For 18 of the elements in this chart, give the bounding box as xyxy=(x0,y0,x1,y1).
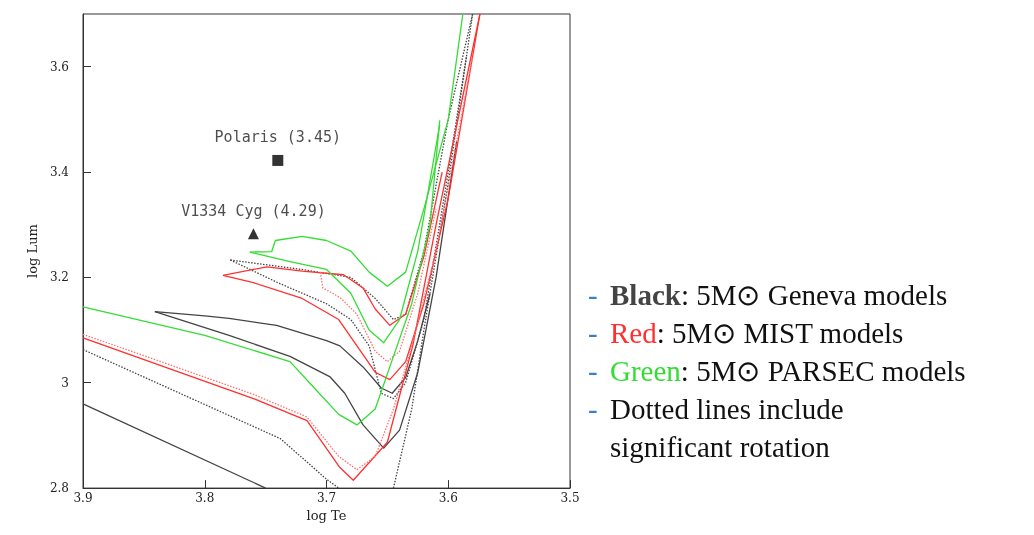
y-tick-label: 3.6 xyxy=(49,59,69,74)
y-tick-label: 2.8 xyxy=(49,481,69,496)
text: - Red: 5M⊙ MIST models xyxy=(588,316,904,351)
x-tick-label: 3.7 xyxy=(316,491,337,506)
x-tick-label: 3.9 xyxy=(73,491,93,506)
y-tick-label: 3.2 xyxy=(49,270,69,285)
y-tick-label: 3.4 xyxy=(49,165,70,180)
x-tick-label: 3.8 xyxy=(195,491,215,506)
text: - Green: 5M⊙ PARSEC models xyxy=(588,354,966,389)
x-tick-label: 3.6 xyxy=(438,491,458,506)
text: - Dotted lines include significant rotation xyxy=(588,392,845,465)
series-label: V1334 Cyg (4.29) xyxy=(181,201,326,220)
y-axis-title: log Lum xyxy=(25,224,40,278)
x-axis-title: log Te xyxy=(306,508,347,523)
x-tick-label: 3.5 xyxy=(560,491,580,506)
text: - Black: 5M⊙ Geneva models xyxy=(588,278,948,313)
y-tick-label: 3 xyxy=(61,375,69,390)
series-label: Polaris (3.45) xyxy=(214,128,342,147)
